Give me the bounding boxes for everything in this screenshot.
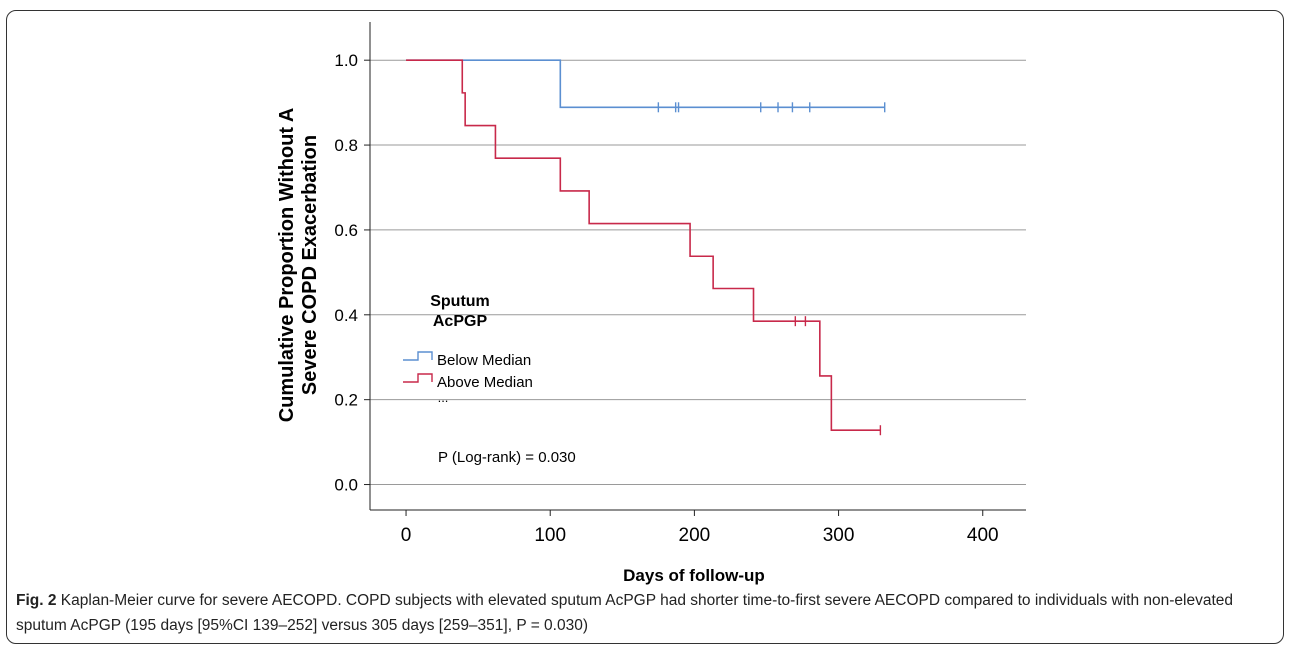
legend-title-line-1: Sputum xyxy=(430,293,490,310)
x-axis-title: Days of follow-up xyxy=(623,566,765,585)
y-axis-title-line-1: Cumulative Proportion Without A xyxy=(276,108,298,423)
y-tick-label: 1.0 xyxy=(334,51,358,70)
y-tick-label: 0.2 xyxy=(334,391,358,410)
figure-frame xyxy=(6,10,1284,644)
caption-text: Kaplan-Meier curve for severe AECOPD. CO… xyxy=(16,592,1233,634)
legend-label: Below Median xyxy=(437,352,531,369)
p-value-annotation: P (Log-rank) = 0.030 xyxy=(438,449,576,466)
y-tick-label: 0.0 xyxy=(334,476,358,495)
x-tick-label: 100 xyxy=(534,525,566,546)
legend-ellipsis: ... xyxy=(438,390,449,405)
y-tick-label: 0.6 xyxy=(334,221,358,240)
y-tick-label: 0.8 xyxy=(334,136,358,155)
x-tick-label: 300 xyxy=(823,525,855,546)
x-tick-label: 200 xyxy=(679,525,711,546)
x-tick-label: 0 xyxy=(401,525,412,546)
figure-caption: Fig. 2 Kaplan-Meier curve for severe AEC… xyxy=(16,588,1278,638)
legend-title-line-2: AcPGP xyxy=(433,313,488,330)
legend-swatch xyxy=(403,373,433,383)
legend-label: Above Median xyxy=(437,374,533,391)
legend-swatch xyxy=(403,351,433,361)
x-tick-label: 400 xyxy=(967,525,999,546)
y-tick-label: 0.4 xyxy=(334,306,358,325)
y-axis-title-line-2: Severe COPD Exacerbation xyxy=(299,135,321,395)
caption-label: Fig. 2 xyxy=(16,592,57,609)
survival-curve-above-median xyxy=(406,59,881,432)
survival-curve-below-median xyxy=(406,59,885,109)
